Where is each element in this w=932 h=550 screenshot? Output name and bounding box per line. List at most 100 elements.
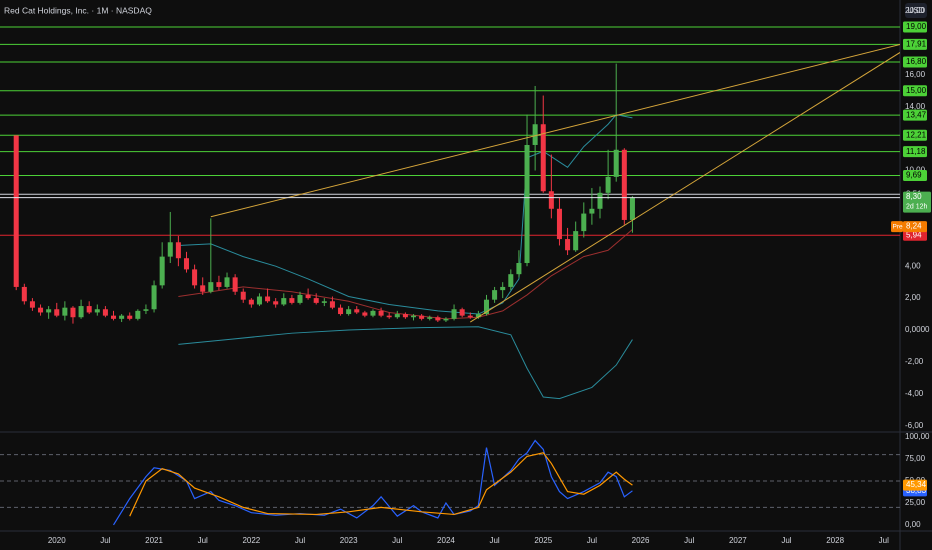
level-label: 16,80: [906, 57, 927, 66]
candle-body: [159, 256, 165, 286]
candle-body: [135, 310, 141, 319]
level-label: 19,00: [906, 22, 927, 31]
candle-body: [297, 294, 303, 303]
candle-body: [427, 317, 433, 319]
y-tick-label: 0,00: [905, 520, 921, 529]
level-label: 13,47: [906, 110, 927, 119]
x-tick-label: 2026: [632, 536, 650, 545]
candle-body: [78, 306, 84, 318]
level-label-box: [903, 229, 927, 241]
candle-body: [62, 307, 68, 316]
y-tick-label: -6,00: [905, 421, 924, 430]
candle-body: [346, 309, 352, 315]
candle-body: [86, 306, 92, 313]
candle-body: [500, 286, 506, 291]
candle-body: [556, 208, 562, 240]
candle-body: [565, 239, 571, 251]
rsi-value-label: 45,34: [906, 480, 927, 489]
candle-body: [21, 286, 27, 302]
candle-body: [273, 301, 279, 305]
level-label-box: [903, 109, 927, 121]
candle-body: [38, 307, 44, 313]
x-tick-label: 2024: [437, 536, 455, 545]
x-tick-label: 2020: [48, 536, 66, 545]
candle-body: [224, 277, 230, 287]
rsi-pane: [0, 439, 900, 526]
candle-body: [508, 274, 514, 287]
y-tick-label: 2,00: [905, 293, 921, 302]
level-label: 11,18: [906, 147, 926, 156]
y-tick-label: -4,00: [905, 389, 924, 398]
candle-body: [573, 231, 579, 251]
x-tick-label: Jul: [295, 536, 305, 545]
level-label-box: [903, 56, 927, 68]
candle-body: [613, 149, 619, 177]
level-label: 12,21: [906, 130, 927, 139]
pre-tag-box: [891, 221, 903, 233]
trendline: [470, 52, 900, 323]
x-tick-label: Jul: [489, 536, 499, 545]
level-label-box: [903, 129, 927, 141]
candle-body: [475, 314, 481, 318]
x-tick-label: Jul: [198, 536, 208, 545]
x-tick-label: 2027: [729, 536, 747, 545]
candle-body: [354, 309, 360, 313]
candle-body: [483, 299, 489, 315]
y-tick-label: 16,00: [905, 70, 926, 79]
candle-body: [378, 310, 384, 316]
level-label-box: [903, 21, 927, 33]
candle-body: [265, 296, 271, 302]
candle-body: [102, 309, 108, 316]
currency-button[interactable]: [905, 3, 927, 18]
currency[interactable]: USD: [908, 6, 925, 15]
candle-body: [411, 315, 417, 318]
x-tick-label: Jul: [587, 536, 597, 545]
level-label-box: [903, 38, 927, 50]
candle-body: [394, 314, 400, 318]
candle-body: [200, 285, 206, 292]
candle-body: [597, 192, 603, 209]
level-label: 5,94: [906, 230, 922, 239]
candle-body: [451, 309, 457, 319]
candle-body: [281, 298, 287, 305]
candle-body: [548, 191, 554, 209]
rsi-value-box: [903, 479, 927, 491]
candle-body: [29, 301, 35, 308]
y-tick-label: 4,00: [905, 261, 921, 270]
last-price-box: [903, 191, 931, 213]
y-tick-label: 75,00: [905, 454, 926, 463]
band-line: [178, 114, 633, 315]
candle-body: [70, 307, 76, 318]
candle-body: [532, 124, 538, 145]
price-pane: [0, 26, 900, 400]
candle-body: [111, 315, 117, 319]
rsi-line: [129, 452, 633, 517]
candle-body: [605, 176, 611, 193]
band-line: [178, 326, 633, 400]
candle-body: [329, 301, 335, 308]
y-tick-label: -2,00: [905, 357, 924, 366]
x-tick-label: Jul: [100, 536, 110, 545]
candle-body: [524, 144, 530, 264]
level-label-box: [903, 169, 927, 181]
x-tick-label: 2021: [145, 536, 163, 545]
candle-body: [386, 315, 392, 318]
level-label: 17,91: [906, 39, 927, 48]
x-tick-label: Jul: [392, 536, 402, 545]
x-tick-label: 2023: [340, 536, 358, 545]
candle-body: [338, 307, 344, 315]
pre-price-label: 8,24: [906, 222, 922, 231]
level-label: 9,69: [906, 171, 922, 180]
level-label-box: [903, 85, 927, 97]
candle-body: [232, 277, 238, 292]
y-tick-label: 0,0000: [905, 325, 930, 334]
candle-body: [540, 124, 546, 192]
band-line: [178, 229, 633, 320]
candle-body: [467, 315, 473, 318]
candle-body: [119, 315, 125, 319]
candle-body: [54, 309, 60, 316]
x-tick-label: Jul: [684, 536, 694, 545]
candle-body: [216, 282, 222, 287]
